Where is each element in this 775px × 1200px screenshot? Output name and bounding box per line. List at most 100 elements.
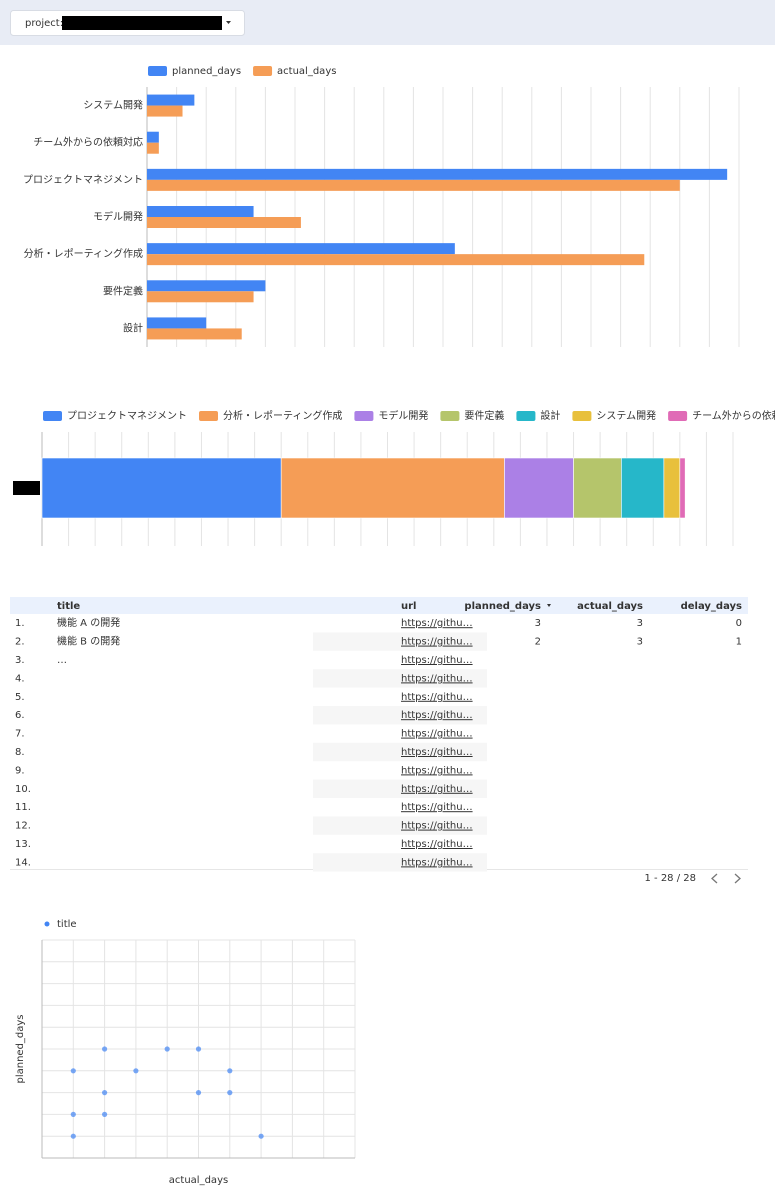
point bbox=[227, 1068, 233, 1074]
legend-swatch bbox=[440, 411, 460, 421]
legend-swatch bbox=[253, 66, 273, 76]
row-index: 12. bbox=[15, 821, 31, 832]
redacted-value bbox=[62, 16, 222, 30]
legend-swatch bbox=[199, 411, 218, 421]
link[interactable]: https://githu… bbox=[401, 765, 473, 776]
legend-swatch bbox=[43, 411, 62, 421]
link[interactable]: https://githu… bbox=[401, 637, 473, 648]
table-header-bg bbox=[10, 597, 748, 614]
row-index: 10. bbox=[15, 784, 31, 795]
link[interactable]: https://githu… bbox=[401, 747, 473, 758]
legend-label: チーム外からの依頼対応 bbox=[692, 409, 775, 422]
point bbox=[70, 1133, 76, 1139]
filter-label: project: bbox=[25, 18, 63, 29]
bar bbox=[147, 280, 266, 292]
y-axis-label: planned_days bbox=[15, 1014, 26, 1083]
row-index: 11. bbox=[15, 802, 31, 813]
column-header[interactable]: planned_days bbox=[464, 601, 541, 612]
link[interactable]: https://githu… bbox=[401, 655, 473, 666]
bar bbox=[147, 217, 301, 228]
link[interactable]: https://githu… bbox=[401, 784, 473, 795]
bar bbox=[147, 131, 159, 143]
y-tick-label: チーム外からの依頼対応 bbox=[33, 136, 143, 149]
dropdown-arrow[interactable] bbox=[226, 21, 231, 24]
legend-label: planned_days bbox=[172, 66, 241, 77]
column-header[interactable]: actual_days bbox=[577, 601, 643, 612]
link[interactable]: https://githu… bbox=[401, 710, 473, 721]
point bbox=[227, 1090, 233, 1096]
bar bbox=[147, 142, 159, 154]
legend-swatch bbox=[44, 921, 50, 927]
point bbox=[258, 1133, 264, 1139]
bar bbox=[147, 243, 455, 255]
point bbox=[195, 1090, 202, 1096]
link[interactable]: https://githu… bbox=[401, 618, 473, 629]
row-index: 14. bbox=[15, 857, 31, 868]
link[interactable]: https://githu… bbox=[401, 729, 473, 740]
y-tick-label: システム開発 bbox=[83, 99, 143, 112]
bar-segment bbox=[280, 457, 505, 519]
bar bbox=[147, 291, 254, 303]
column-header[interactable]: url bbox=[401, 601, 416, 612]
sort-arrow[interactable] bbox=[547, 604, 551, 607]
row-stripe bbox=[313, 632, 487, 651]
cell: 3 bbox=[535, 618, 541, 629]
legend-swatch bbox=[516, 411, 536, 421]
point bbox=[102, 1090, 108, 1096]
column-header[interactable]: title bbox=[57, 601, 80, 612]
y-tick-label: プロジェクトマネジメント bbox=[23, 174, 143, 186]
bar bbox=[147, 254, 645, 266]
column-header[interactable]: delay_days bbox=[681, 601, 742, 612]
pagination: 1 - 28 / 28 bbox=[644, 873, 696, 884]
x-axis-label: actual_days bbox=[169, 1175, 228, 1186]
bar-segment bbox=[679, 457, 686, 519]
legend-label: 分析・レポーティング作成 bbox=[223, 409, 342, 422]
next-page[interactable] bbox=[734, 873, 741, 884]
bar bbox=[147, 105, 183, 117]
bar bbox=[147, 206, 254, 217]
link[interactable]: https://githu… bbox=[401, 821, 473, 832]
bar bbox=[147, 317, 207, 329]
row-index: 4. bbox=[15, 673, 25, 684]
legend-swatch bbox=[668, 411, 688, 421]
bar-segment bbox=[504, 457, 574, 519]
redacted-category bbox=[13, 481, 40, 495]
point bbox=[102, 1046, 108, 1052]
cell: 機能 A の開発 bbox=[57, 616, 120, 629]
row-index: 2. bbox=[15, 637, 25, 648]
row-stripe bbox=[313, 742, 487, 762]
cell: … bbox=[57, 655, 67, 666]
legend-swatch bbox=[354, 411, 374, 421]
point bbox=[70, 1068, 76, 1074]
row-index: 7. bbox=[15, 729, 25, 740]
y-tick-label: モデル開発 bbox=[93, 210, 143, 223]
point bbox=[195, 1046, 202, 1052]
legend-label: title bbox=[57, 919, 77, 930]
cell: 0 bbox=[736, 618, 742, 629]
link[interactable]: https://githu… bbox=[401, 839, 473, 850]
bar-segment bbox=[41, 457, 282, 519]
row-index: 9. bbox=[15, 765, 25, 776]
cell: 機能 B の開発 bbox=[57, 635, 120, 648]
point bbox=[133, 1068, 139, 1074]
row-stripe bbox=[313, 816, 487, 835]
row-index: 6. bbox=[15, 710, 25, 721]
bar-segment bbox=[573, 457, 622, 519]
legend-label: 設計 bbox=[540, 409, 560, 422]
bar-segment bbox=[621, 457, 665, 519]
link[interactable]: https://githu… bbox=[401, 857, 473, 868]
legend-swatch bbox=[148, 66, 167, 76]
y-tick-label: 要件定義 bbox=[103, 284, 143, 297]
bar bbox=[147, 94, 195, 106]
row-index: 3. bbox=[15, 655, 25, 666]
prev-page[interactable] bbox=[711, 873, 718, 884]
link[interactable]: https://githu… bbox=[401, 673, 473, 684]
point bbox=[164, 1046, 170, 1052]
row-stripe bbox=[313, 669, 487, 688]
link[interactable]: https://githu… bbox=[401, 692, 473, 703]
row-index: 1. bbox=[15, 618, 25, 629]
link[interactable]: https://githu… bbox=[401, 802, 473, 813]
y-tick-label: 分析・レポーティング作成 bbox=[24, 247, 143, 260]
legend-label: モデル開発 bbox=[378, 409, 428, 422]
